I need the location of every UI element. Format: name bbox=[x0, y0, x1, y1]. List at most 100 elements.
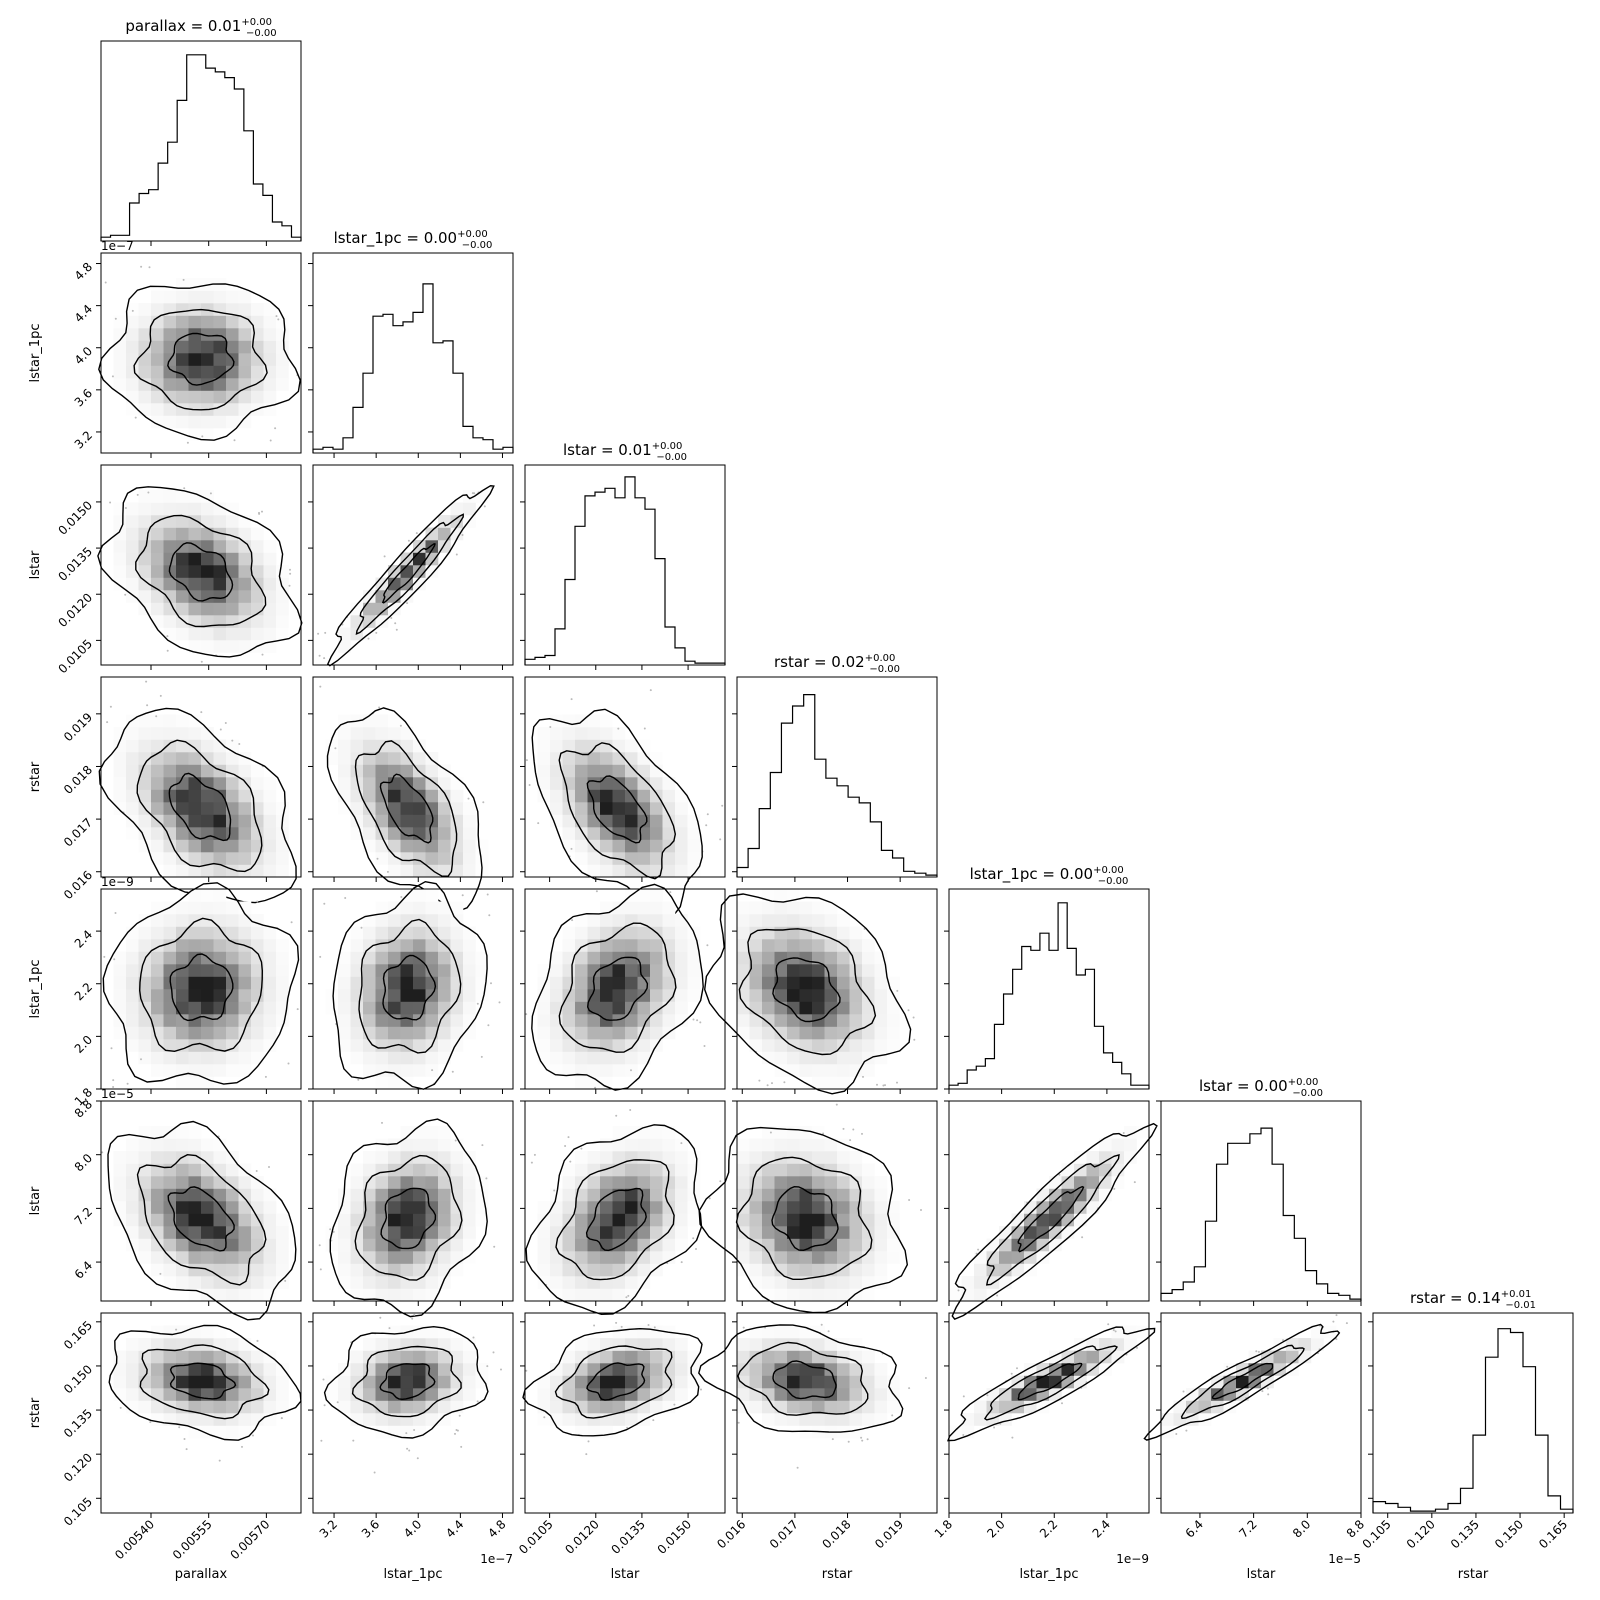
density-cell bbox=[325, 752, 339, 765]
sample-point bbox=[1061, 1402, 1063, 1405]
density-cell bbox=[325, 1238, 339, 1252]
y-tick-label: 6.4 bbox=[72, 1258, 95, 1281]
density-cell bbox=[201, 540, 214, 553]
density-cell bbox=[188, 889, 202, 902]
density-cell bbox=[238, 627, 252, 641]
density-cell bbox=[537, 1039, 551, 1052]
density-cell bbox=[575, 1338, 588, 1351]
density-cell bbox=[1286, 1350, 1299, 1364]
density-cell bbox=[413, 901, 426, 915]
density-cell bbox=[413, 789, 426, 803]
density-cell bbox=[413, 926, 426, 940]
density-cell bbox=[1061, 1163, 1075, 1177]
density-cell bbox=[151, 1213, 164, 1227]
y-tick-label: 2.4 bbox=[72, 927, 95, 950]
density-cell bbox=[587, 1176, 601, 1189]
panel-title-rstar: rstar = 0.02+0.00 −0.00 bbox=[774, 653, 900, 675]
density-cell bbox=[163, 1213, 177, 1227]
density-cell bbox=[737, 1375, 750, 1389]
density-cell bbox=[226, 852, 239, 865]
density-cell bbox=[238, 1213, 252, 1227]
sample-point bbox=[1185, 1429, 1188, 1432]
density-cell bbox=[762, 1213, 775, 1227]
density-cell bbox=[188, 577, 202, 591]
sample-point bbox=[413, 1429, 416, 1431]
density-cell bbox=[188, 1126, 202, 1139]
density-cell bbox=[126, 789, 139, 803]
density-cell bbox=[812, 914, 825, 927]
panel-frame bbox=[100, 40, 302, 242]
density-cell bbox=[263, 552, 277, 566]
sample-point bbox=[200, 711, 203, 714]
density-cell bbox=[774, 1350, 788, 1364]
density-cell bbox=[201, 852, 214, 865]
density-cell bbox=[263, 615, 277, 628]
density-cell bbox=[550, 739, 563, 753]
density-cell bbox=[425, 939, 439, 952]
density-cell bbox=[138, 403, 152, 416]
density-cell bbox=[163, 1400, 177, 1414]
density-cell bbox=[350, 939, 364, 952]
panel-title-lstar: lstar = 0.01+0.00 −0.00 bbox=[563, 441, 687, 463]
density-cell bbox=[600, 1163, 613, 1177]
density-cell bbox=[625, 989, 638, 1002]
density-cell bbox=[138, 353, 152, 366]
contour-level-2 bbox=[554, 1345, 673, 1419]
density-cell bbox=[151, 839, 164, 853]
sample-point bbox=[498, 1001, 501, 1004]
density-cell bbox=[475, 964, 489, 977]
density-cell bbox=[450, 864, 464, 878]
density-cell bbox=[1061, 1201, 1075, 1214]
contour-level-1 bbox=[772, 957, 841, 1023]
density-cell bbox=[363, 951, 376, 965]
density-cell bbox=[463, 827, 476, 840]
density-cell bbox=[438, 1138, 451, 1152]
density-cell bbox=[999, 1388, 1012, 1401]
density-cell bbox=[151, 390, 164, 404]
density-cell bbox=[762, 1226, 775, 1239]
density-cell bbox=[575, 951, 588, 965]
density-cell bbox=[762, 1126, 775, 1139]
density-cell bbox=[126, 577, 139, 591]
density-cell bbox=[138, 989, 152, 1002]
density-cell bbox=[238, 577, 252, 591]
density-cell bbox=[338, 777, 351, 790]
density-cell bbox=[837, 976, 850, 990]
density-cell bbox=[400, 1026, 414, 1040]
density-cell bbox=[812, 1138, 825, 1152]
density-cell bbox=[575, 1001, 588, 1015]
density-cell bbox=[812, 901, 825, 915]
density-cell bbox=[637, 1151, 651, 1164]
panel-frame bbox=[100, 1312, 302, 1514]
density-cell bbox=[562, 939, 576, 952]
density-cell bbox=[799, 926, 813, 940]
panel-lstar_1pc_2-vs-lstar_1pc bbox=[308, 880, 514, 1094]
panel-rstar_2-vs-rstar_2: rstar = 0.14+0.01 −0.010.105 0.120 0.135 0.1… bbox=[1360, 1289, 1574, 1582]
density-cell bbox=[413, 1251, 426, 1264]
density-cell bbox=[837, 926, 850, 940]
density-cell bbox=[862, 1026, 875, 1040]
panel-lstar_2-vs-lstar_2: lstar = 0.00+0.00 −0.00 bbox=[1156, 1077, 1362, 1306]
sample-point bbox=[289, 572, 292, 575]
density-cell bbox=[475, 989, 489, 1002]
sample-point bbox=[861, 1439, 864, 1442]
density-cell bbox=[363, 1039, 376, 1052]
density-cell bbox=[450, 1388, 464, 1401]
density-cell bbox=[188, 901, 202, 915]
density-cell bbox=[425, 1288, 439, 1302]
title-upper: +0.00 bbox=[652, 441, 683, 452]
sample-point bbox=[737, 1421, 740, 1424]
density-cell bbox=[675, 1350, 688, 1364]
density-cell bbox=[1111, 1138, 1125, 1152]
density-cell bbox=[251, 1051, 264, 1065]
density-cell bbox=[126, 1001, 139, 1015]
density-cell bbox=[562, 1350, 576, 1364]
density-cell bbox=[837, 951, 850, 965]
density-cell bbox=[413, 889, 426, 902]
density-cell bbox=[537, 1001, 551, 1015]
density-cell bbox=[463, 939, 476, 952]
density-cell bbox=[587, 814, 601, 828]
density-cell bbox=[600, 976, 613, 990]
density-cell bbox=[774, 1213, 788, 1227]
